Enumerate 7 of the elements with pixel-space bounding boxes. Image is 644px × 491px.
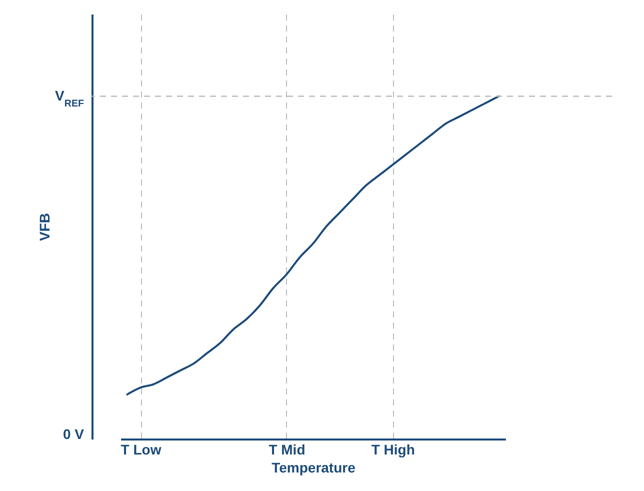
y-axis-title: VFB bbox=[36, 213, 52, 241]
ref-line-label: V$_{REF}$ bbox=[55, 87, 84, 109]
x-tick-label: T Mid bbox=[268, 442, 306, 458]
x-axis-title: Temperature bbox=[272, 460, 356, 476]
x-tick-label: T Low bbox=[120, 442, 162, 458]
x-tick-label: T High bbox=[371, 442, 415, 458]
text: 0 V bbox=[62, 426, 85, 442]
